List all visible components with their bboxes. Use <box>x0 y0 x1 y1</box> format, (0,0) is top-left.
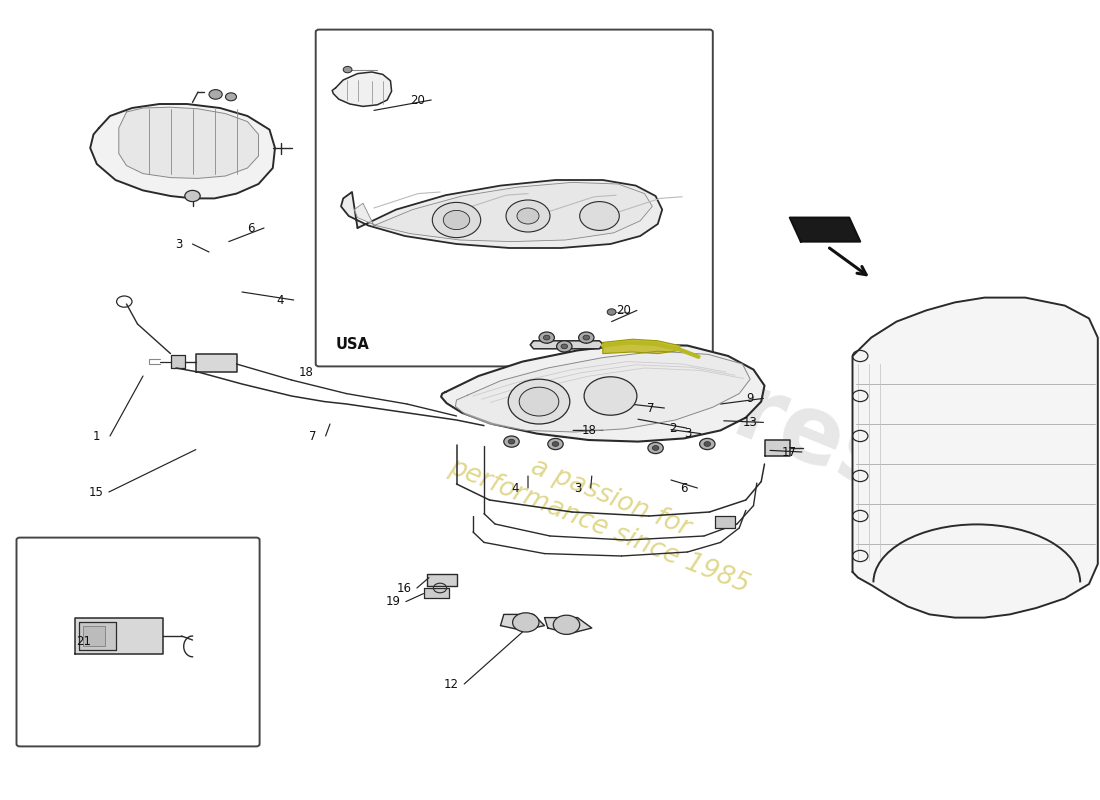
Circle shape <box>583 335 590 340</box>
Circle shape <box>584 377 637 415</box>
Circle shape <box>209 90 222 99</box>
Text: 9: 9 <box>747 392 754 405</box>
Polygon shape <box>424 588 449 598</box>
Text: 6: 6 <box>248 222 254 234</box>
Circle shape <box>432 202 481 238</box>
Circle shape <box>543 335 550 340</box>
Text: 4: 4 <box>512 482 518 494</box>
Circle shape <box>652 446 659 450</box>
Text: 17: 17 <box>781 446 796 458</box>
Text: 18: 18 <box>298 366 314 378</box>
Circle shape <box>557 341 572 352</box>
Text: 12: 12 <box>443 678 459 690</box>
Circle shape <box>504 436 519 447</box>
Circle shape <box>506 200 550 232</box>
Polygon shape <box>90 104 275 198</box>
Polygon shape <box>852 298 1098 618</box>
Circle shape <box>552 442 559 446</box>
Polygon shape <box>82 626 104 646</box>
Polygon shape <box>715 516 735 528</box>
Text: Eurospares: Eurospares <box>321 206 911 514</box>
Circle shape <box>343 66 352 73</box>
Circle shape <box>185 190 200 202</box>
Text: 20: 20 <box>616 304 631 317</box>
Polygon shape <box>427 574 456 586</box>
Circle shape <box>579 332 594 343</box>
Polygon shape <box>354 182 652 242</box>
Polygon shape <box>79 622 116 650</box>
Circle shape <box>226 93 236 101</box>
Polygon shape <box>500 614 544 630</box>
Text: 20: 20 <box>410 94 426 106</box>
Text: 7: 7 <box>309 430 316 442</box>
Text: 4: 4 <box>277 294 284 306</box>
Text: USA: USA <box>336 337 370 352</box>
Text: 7: 7 <box>648 402 654 414</box>
Circle shape <box>513 613 539 632</box>
Circle shape <box>648 442 663 454</box>
Polygon shape <box>544 618 592 634</box>
Text: 2: 2 <box>670 422 676 434</box>
Text: 16: 16 <box>396 582 411 594</box>
Circle shape <box>443 210 470 230</box>
Polygon shape <box>790 218 860 242</box>
Polygon shape <box>455 351 750 432</box>
Circle shape <box>561 344 568 349</box>
Text: 15: 15 <box>88 486 103 498</box>
Circle shape <box>700 438 715 450</box>
Text: 1: 1 <box>94 430 100 442</box>
Circle shape <box>580 202 619 230</box>
Circle shape <box>553 615 580 634</box>
Text: 21: 21 <box>76 635 91 648</box>
Polygon shape <box>441 344 764 442</box>
Circle shape <box>519 387 559 416</box>
Text: 3: 3 <box>176 238 183 250</box>
Polygon shape <box>75 618 163 654</box>
Text: 6: 6 <box>681 482 688 494</box>
Polygon shape <box>603 339 680 354</box>
Circle shape <box>704 442 711 446</box>
Polygon shape <box>170 355 185 368</box>
Polygon shape <box>764 440 790 456</box>
FancyBboxPatch shape <box>16 538 260 746</box>
Text: 18: 18 <box>582 424 597 437</box>
Circle shape <box>548 438 563 450</box>
Text: 13: 13 <box>742 416 758 429</box>
Circle shape <box>539 332 554 343</box>
Polygon shape <box>119 107 258 178</box>
Polygon shape <box>196 354 236 372</box>
Text: 3: 3 <box>684 427 691 440</box>
Circle shape <box>508 439 515 444</box>
Polygon shape <box>332 72 392 106</box>
Polygon shape <box>341 180 662 248</box>
FancyBboxPatch shape <box>316 30 713 366</box>
Circle shape <box>607 309 616 315</box>
Text: a passion for
performance since 1985: a passion for performance since 1985 <box>446 426 764 598</box>
Circle shape <box>517 208 539 224</box>
Text: 19: 19 <box>385 595 400 608</box>
Polygon shape <box>530 341 603 349</box>
Circle shape <box>508 379 570 424</box>
Text: 3: 3 <box>574 482 581 494</box>
